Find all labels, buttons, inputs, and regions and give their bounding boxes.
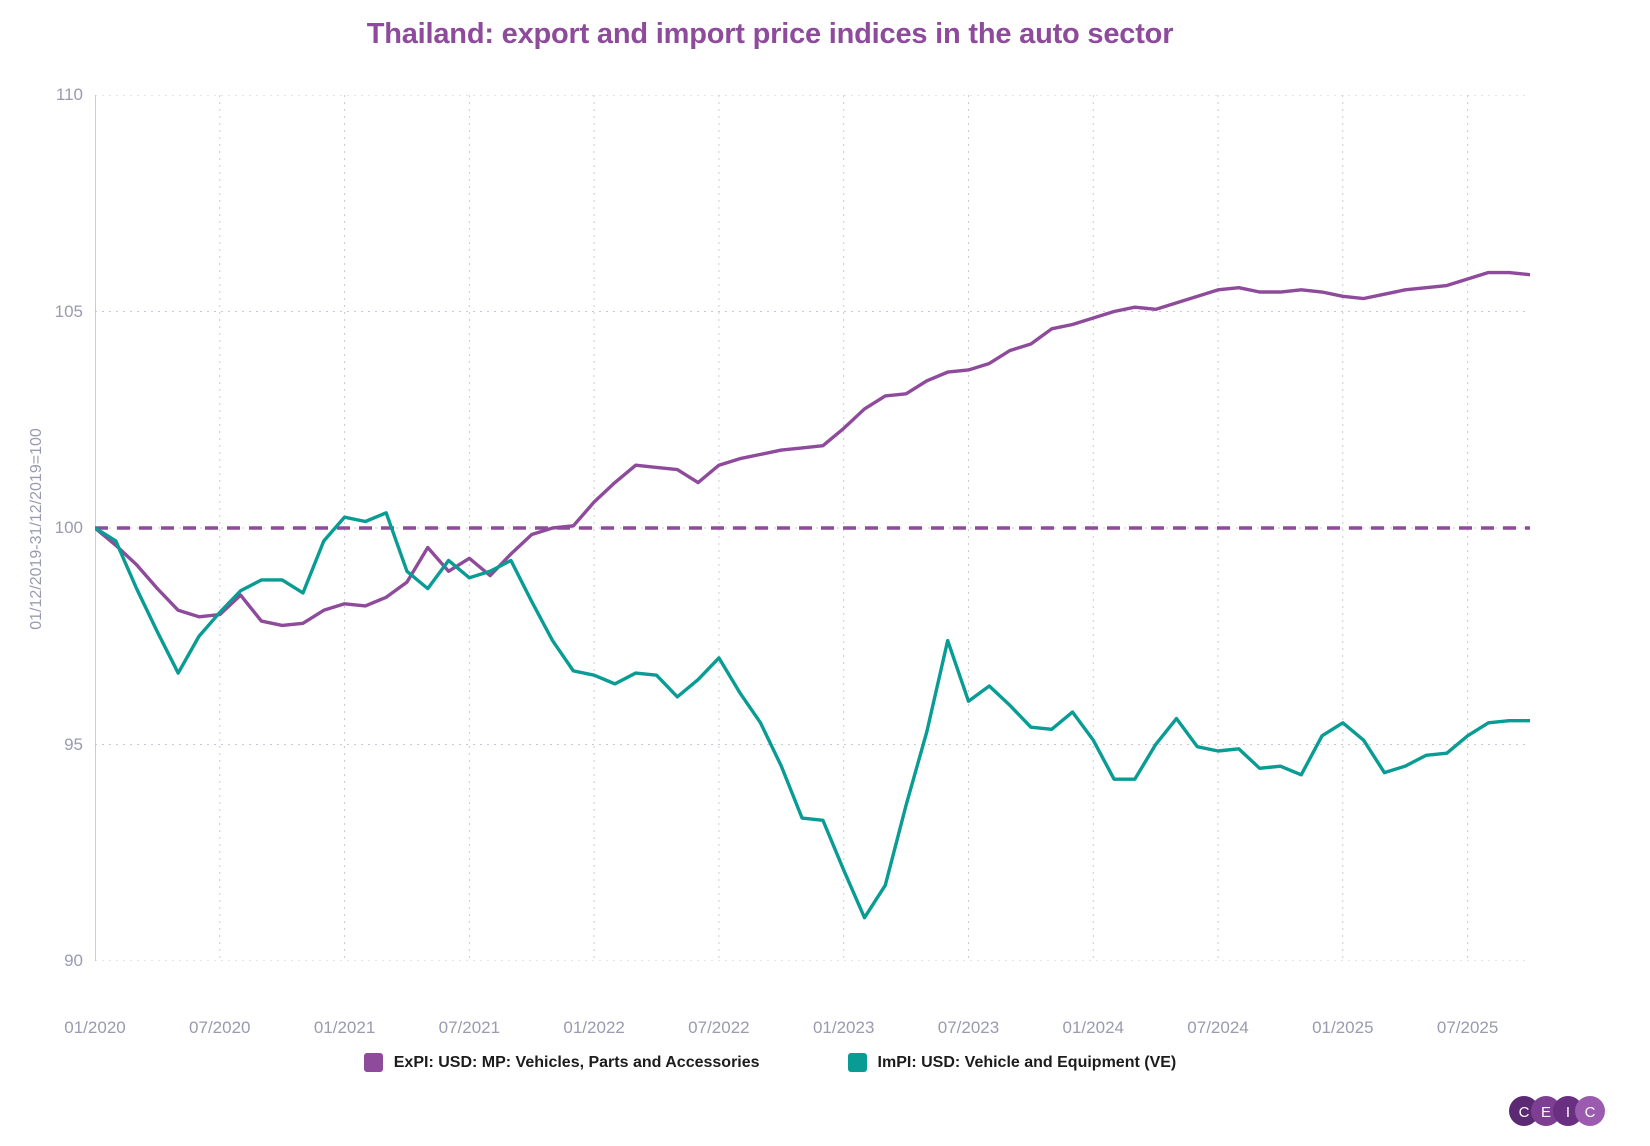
y-tick-label-90: 90 (64, 951, 83, 970)
legend-swatch-export (363, 1053, 383, 1072)
x-tick-label-01-2025: 01/2025 (1312, 1018, 1374, 1037)
svg-text:E: E (1541, 1104, 1551, 1121)
legend-item-import[interactable]: ImPI: USD: Vehicle and Equipment (VE) (847, 1053, 1177, 1072)
y-tick-label-105: 105 (54, 301, 83, 321)
y-tick-label-95: 95 (64, 734, 83, 754)
page-title: Thailand: export and import price indice… (366, 18, 1174, 50)
chart-legend: ExPI: USD: MP: Vehicles, Parts and Acces… (0, 1053, 1540, 1072)
x-tick-label-07-2025: 07/2025 (1436, 1018, 1499, 1037)
legend-label-import: ImPI: USD: Vehicle and Equipment (VE) (877, 1053, 1177, 1071)
x-tick-label-01-2020: 01/2020 (64, 1018, 126, 1037)
x-tick-label-01-2024: 01/2024 (1062, 1018, 1124, 1037)
x-tick-label-01-2023: 01/2023 (812, 1018, 875, 1037)
ceic-logo: C E I C (1509, 1096, 1605, 1126)
x-tick-label-07-2021: 07/2021 (438, 1018, 501, 1037)
legend-label-export: ExPI: USD: MP: Vehicles, Parts and Acces… (393, 1053, 760, 1071)
svg-text:C: C (1585, 1104, 1596, 1121)
y-tick-label-110: 110 (55, 85, 83, 104)
x-tick-label-07-2024: 07/2024 (1187, 1018, 1249, 1037)
svg-text:C: C (1519, 1104, 1530, 1121)
y-tick-label-100: 100 (54, 518, 83, 537)
x-tick-label-01-2022: 01/2022 (563, 1018, 625, 1037)
x-tick-label-07-2022: 07/2022 (688, 1018, 750, 1037)
x-tick-label-07-2020: 07/2020 (189, 1018, 251, 1037)
legend-item-export[interactable]: ExPI: USD: MP: Vehicles, Parts and Acces… (363, 1053, 760, 1072)
series-lines (95, 270, 1530, 920)
legend-swatch-import (847, 1053, 867, 1072)
plot-area (95, 95, 1530, 961)
vertical-gridlines (95, 95, 1469, 961)
x-tick-label-01-2021: 01/2021 (313, 1018, 376, 1037)
svg-text:I: I (1566, 1104, 1570, 1121)
x-tick-label-07-2023: 07/2023 (937, 1018, 1000, 1037)
